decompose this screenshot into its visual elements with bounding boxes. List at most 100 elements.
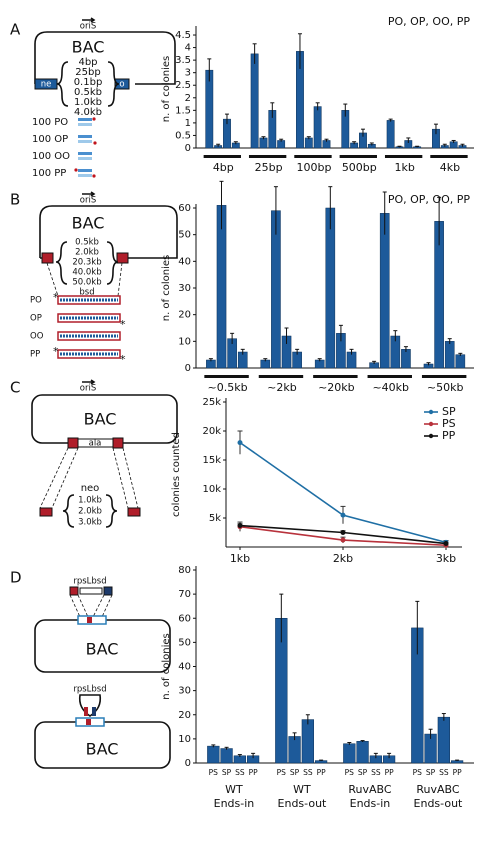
legend-label: PP [442, 429, 456, 442]
point [340, 530, 346, 535]
bar-label: SP [358, 768, 368, 777]
diagram-c: oriS BAC ala neo 1.0kb 2.0kb 3.0kb [31, 379, 178, 528]
legend-label: PS [442, 417, 456, 430]
y-tick-label: 20 [178, 710, 191, 721]
size-label: 25bp [75, 67, 100, 78]
dashed-guide [51, 447, 79, 509]
bar [401, 349, 411, 369]
bar-label: PP [249, 768, 259, 777]
ori-arrow [82, 17, 96, 23]
bar-label: SS [371, 768, 381, 777]
bar-label: PS [277, 768, 287, 777]
bar [444, 341, 455, 369]
bar [313, 106, 322, 149]
ori-label: oriS [80, 384, 96, 394]
bar-label: PP [385, 768, 395, 777]
bar [343, 743, 356, 764]
bar [437, 716, 450, 764]
bar [259, 137, 268, 149]
y-axis-label: n. of colonies [161, 633, 172, 700]
category-underline [384, 155, 423, 158]
brace [106, 241, 119, 285]
cassette [79, 587, 103, 595]
brace [107, 61, 120, 107]
x-tick-label: 25bp [255, 161, 283, 174]
y-axis-label: n. of colonies [161, 56, 172, 123]
category-underline [430, 155, 468, 158]
homology-arm [69, 586, 79, 596]
insert-label: ala [89, 439, 102, 449]
legend: PO, OP, OO, PP [388, 15, 471, 28]
homology-arm [84, 707, 88, 716]
size-label: 4.0kb [74, 107, 102, 118]
dashed-guide [69, 594, 81, 618]
bar-label: SS [439, 768, 449, 777]
dashed-guide [122, 447, 139, 509]
bac-label: BAC [72, 214, 105, 233]
category-underline [339, 155, 377, 158]
y-tick-label: 0 [185, 758, 191, 769]
x-tick-label: RuvABC [348, 783, 392, 796]
y-tick-label: 60 [178, 613, 191, 624]
y-tick-label: 0.5 [175, 130, 191, 141]
bar [325, 207, 336, 369]
homology-arm [127, 507, 141, 517]
row-label: OO [30, 332, 44, 342]
homology-arm [41, 252, 54, 264]
bac-label: BAC [84, 410, 117, 429]
bar [301, 719, 314, 764]
bar-label: PS [209, 768, 219, 777]
y-tick-label: 1.5 [175, 105, 191, 116]
category-underline [294, 155, 332, 158]
x-tick-label: ~2kb [267, 381, 297, 394]
construct-label: rpsLbsd [73, 685, 106, 695]
x-tick-label: WT [293, 783, 311, 796]
y-tick-label: 70 [178, 589, 191, 600]
y-tick-label: 50 [178, 230, 191, 241]
x-tick-label: ~0.5kb [208, 381, 248, 394]
x-tick-label: ~50kb [427, 381, 464, 394]
y-tick-label: 15k [202, 455, 221, 466]
homology-arm [67, 437, 79, 449]
y-tick-label: 1 [185, 118, 191, 129]
y-tick-label: 5k [209, 513, 221, 524]
marker-label: bsd [79, 288, 94, 298]
panel-label: A [10, 21, 21, 39]
legend-label: SP [442, 405, 456, 418]
y-tick-label: 60 [178, 203, 191, 214]
brace [55, 241, 68, 285]
point [340, 537, 346, 543]
legend-swatch [428, 433, 434, 439]
category-underline [367, 375, 412, 378]
row-label: 100 OO [32, 151, 70, 162]
loop-cassette [78, 694, 102, 717]
homology-arm [39, 507, 53, 517]
x-tick-label: 1kb [230, 552, 250, 565]
x-tick-label: Ends-out [278, 797, 328, 810]
y-tick-label: 10k [202, 484, 221, 495]
size-label: 50.0kb [72, 278, 101, 288]
legend: PO, OP, OO, PP [388, 193, 471, 206]
bac-label: BAC [86, 740, 119, 759]
y-tick-label: 40 [178, 256, 191, 267]
x-tick-label: 2kb [333, 552, 353, 565]
point [237, 523, 243, 529]
legend-swatch [428, 409, 434, 415]
ori-label: oriS [80, 22, 96, 32]
row-label: PP [30, 350, 40, 360]
y-tick-label: 0 [185, 143, 191, 154]
x-tick-label: 500bp [342, 161, 377, 174]
bar-label: SP [426, 768, 436, 777]
diagram-a: oriS BAC ne o 4bp 25bp 0.1bp 0.5kb 1.0kb… [32, 17, 176, 179]
bar-label: SS [303, 768, 313, 777]
bar-label: PP [453, 768, 463, 777]
y-tick-label: 10 [178, 336, 191, 347]
y-tick-label: 20k [202, 426, 221, 437]
bar-label: SS [235, 768, 245, 777]
dashed-guide [117, 262, 123, 297]
marker-label: neo [81, 483, 100, 494]
y-tick-label: 30 [178, 283, 191, 294]
bac-label: BAC [72, 38, 105, 57]
category-underline [204, 375, 249, 378]
category-underline [258, 375, 304, 378]
